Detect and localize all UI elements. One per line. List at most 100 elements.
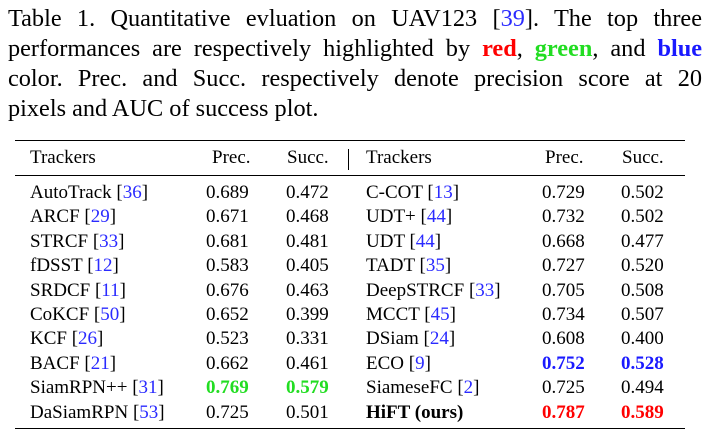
bracket: ] <box>494 279 501 301</box>
bracket: [ <box>111 182 123 203</box>
succ-value-left: 0.468 <box>286 206 329 228</box>
citation-link[interactable]: 45 <box>430 304 450 325</box>
tracker-name-left: SiamRPN++ [31] <box>30 376 164 400</box>
prec-value-right: 0.734 <box>542 304 585 325</box>
tracker-label: UDT <box>366 230 405 252</box>
prec-value-left: 0.725 <box>206 401 249 423</box>
header-succ-left: Succ. <box>287 147 329 168</box>
tracker-name-left: STRCF [33] <box>30 230 125 254</box>
succ-value-left: 0.481 <box>286 230 329 252</box>
citation-link[interactable]: 24 <box>429 328 449 350</box>
bracket: ] <box>424 352 431 374</box>
citation-link[interactable]: 39 <box>500 5 525 32</box>
table-row: STRCF [33] 0.681 0.481 UDT [44] 0.668 0.477 <box>0 230 710 254</box>
succ-value-left: 0.331 <box>286 328 329 350</box>
tracker-label: DaSiamRPN <box>30 401 129 423</box>
header-succ-right: Succ. <box>622 147 664 168</box>
bracket: ] <box>158 401 165 423</box>
table-caption: Table 1. Quantitative evluation on UAV12… <box>8 4 702 124</box>
table-row: KCF [26] 0.523 0.331 DSiam [24] 0.608 0.400 <box>0 327 710 351</box>
citation-link[interactable]: 2 <box>463 377 474 399</box>
bracket: ] <box>109 206 117 228</box>
citation-link[interactable]: 26 <box>78 328 98 350</box>
table-row: CoKCF [50] 0.652 0.399 MCCT [45] 0.734 0.507 <box>0 303 710 327</box>
succ-value-right: 0.400 <box>621 328 664 350</box>
bracket: ] <box>473 377 480 399</box>
table-top-rule <box>15 140 685 141</box>
citation-link[interactable]: 12 <box>93 255 113 277</box>
tracker-name-right: DeepSTRCF [33] <box>366 279 501 303</box>
prec-value-left: 0.662 <box>206 352 249 374</box>
bracket: [ <box>415 206 427 228</box>
citation-link[interactable]: 44 <box>415 230 435 252</box>
prec-value-left: 0.652 <box>206 304 249 325</box>
tracker-name-left: ARCF [29] <box>30 205 116 229</box>
succ-value-right: 0.507 <box>621 304 664 325</box>
header-column-separator <box>348 149 349 170</box>
citation-link[interactable]: 35 <box>425 255 445 277</box>
bracket: ] <box>157 377 164 399</box>
citation-link[interactable]: 33 <box>99 230 119 252</box>
bracket: [ <box>90 279 102 301</box>
prec-value-right: 0.725 <box>542 377 585 399</box>
bracket: [ <box>88 230 100 252</box>
table-header-row: Trackers Prec. Succ. Trackers Prec. Succ… <box>0 146 710 170</box>
tracker-label: SRDCF <box>30 279 91 301</box>
succ-value-left: 0.399 <box>286 304 329 325</box>
bracket: ] <box>119 279 126 301</box>
caption-text: performances are respectively highlighte… <box>8 35 483 62</box>
bracket: [ <box>452 377 464 399</box>
citation-link[interactable]: 31 <box>138 377 158 399</box>
bracket: [ <box>79 352 91 374</box>
tracker-name-right: UDT+ [44] <box>366 205 452 229</box>
citation-link[interactable]: 29 <box>90 206 110 228</box>
tracker-label: C-COT <box>366 182 423 203</box>
prec-value-right: 0.705 <box>542 279 585 301</box>
succ-value-left: 0.501 <box>286 401 329 423</box>
citation-link[interactable]: 13 <box>433 182 453 203</box>
bracket: [ <box>418 328 430 350</box>
bracket: ] <box>118 230 125 252</box>
prec-value-right: 0.732 <box>542 206 585 228</box>
caption-green-word: green <box>534 35 593 62</box>
citation-link[interactable]: 9 <box>415 352 425 374</box>
bracket: ] <box>444 255 452 277</box>
prec-value-left: 0.689 <box>206 182 249 203</box>
tracker-label: DSiam <box>366 328 419 350</box>
tracker-name-left: DaSiamRPN [53] <box>30 401 165 425</box>
bracket: [ <box>404 230 416 252</box>
prec-value-left: 0.769 <box>206 377 249 399</box>
succ-value-right: 0.502 <box>621 182 664 203</box>
succ-value-left: 0.405 <box>286 255 329 277</box>
bracket: [ <box>82 255 94 277</box>
tracker-name-left: KCF [26] <box>30 327 103 351</box>
bracket: ] <box>445 206 453 228</box>
table-bottom-rule <box>15 428 685 429</box>
prec-value-right: 0.727 <box>542 255 585 277</box>
citation-link[interactable]: 21 <box>90 352 110 374</box>
tracker-label: MCCT <box>366 304 420 325</box>
tracker-label: fDSST <box>30 255 83 277</box>
bracket: [ <box>422 182 434 203</box>
succ-value-right: 0.589 <box>621 401 664 423</box>
table-row: BACF [21] 0.662 0.461 ECO [9] 0.752 0.528 <box>0 352 710 376</box>
citation-link[interactable]: 36 <box>122 182 142 203</box>
tracker-label: ARCF <box>30 206 80 228</box>
caption-text: , and <box>592 35 658 62</box>
bracket: [ <box>66 328 79 350</box>
succ-value-left: 0.463 <box>286 279 329 301</box>
tracker-label: SiamRPN++ <box>30 377 128 399</box>
prec-value-right: 0.729 <box>542 182 585 203</box>
citation-link[interactable]: 53 <box>139 401 159 423</box>
citation-link[interactable]: 44 <box>426 206 446 228</box>
table-row: AutoTrack [36] 0.689 0.472 C-COT [13] 0.729 0… <box>0 181 710 205</box>
succ-value-right: 0.502 <box>621 206 664 228</box>
table-header-rule <box>15 175 685 176</box>
citation-link[interactable]: 11 <box>101 279 120 301</box>
citation-link[interactable]: 50 <box>100 304 120 325</box>
tracker-label: BACF <box>30 352 80 374</box>
tracker-label: KCF <box>30 328 67 350</box>
citation-link[interactable]: 33 <box>475 279 495 301</box>
caption-text: ]. The top three <box>524 5 702 32</box>
bracket: ] <box>448 328 456 350</box>
